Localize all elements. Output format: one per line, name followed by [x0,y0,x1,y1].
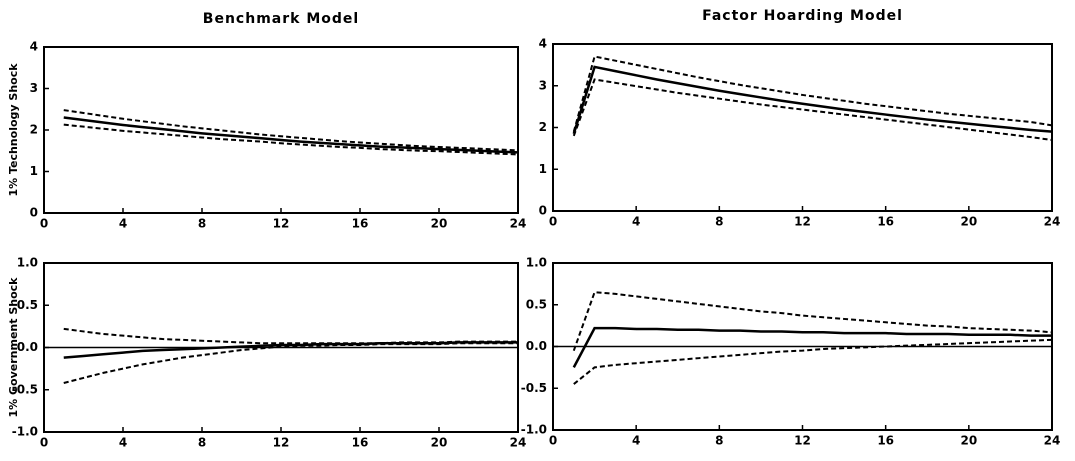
x-tick-label: 4 [119,217,127,231]
x-tick-label: 12 [273,436,290,450]
x-tick-label: 8 [715,434,723,448]
x-tick-label: 12 [794,434,811,448]
y-tick-label: 0 [30,206,38,220]
x-tick-label: 16 [352,436,369,450]
confidence-band-line [572,55,1053,132]
confidence-band-line [63,327,518,345]
y-tick-label: 1.0 [17,256,38,270]
y-tick-label: 1 [30,164,38,178]
confidence-band-line [63,109,519,152]
y-tick-label: 0.0 [17,340,38,354]
x-tick-label: 16 [352,217,369,231]
x-tick-label: 12 [273,217,290,231]
x-tick-label: 0 [549,215,557,229]
x-tick-label: 4 [119,436,127,450]
x-tick-label: 20 [960,215,977,229]
panel-title: Benchmark Model [203,11,359,27]
y-axis-label: 1% Technology Shock [7,63,20,197]
y-tick-label: -0.5 [521,381,547,395]
y-tick-label: 0.5 [17,298,38,312]
y-tick-label: 0 [539,204,547,218]
panel: 1% Government Shock -1.0 -0.5 0.0 0.5 1.0 0 4 8 1… [7,256,526,450]
response-line [63,341,518,359]
x-tick-label: 0 [549,434,557,448]
y-tick-label: 1 [539,162,547,176]
y-tick-label: 4 [30,40,38,54]
y-tick-label: 3 [539,78,547,92]
y-tick-label: 2 [539,120,547,134]
x-tick-label: 24 [1044,434,1061,448]
x-tick-label: 16 [877,215,894,229]
y-tick-label: 2 [30,123,38,137]
x-tick-label: 24 [510,436,527,450]
x-tick-label: 8 [715,215,723,229]
confidence-band-line [63,342,518,384]
panel: -1.0 -0.5 0.0 0.5 1.0 0 4 8 12 16 20 24 [521,256,1061,448]
x-tick-label: 16 [877,434,894,448]
x-tick-label: 0 [40,436,48,450]
y-tick-label: -1.0 [521,423,547,437]
response-line [63,116,519,154]
x-tick-label: 12 [794,215,811,229]
x-tick-label: 20 [960,434,977,448]
x-tick-label: 4 [632,434,640,448]
plot-frame [552,43,1053,212]
y-tick-label: 3 [30,81,38,95]
x-tick-label: 8 [198,436,206,450]
x-tick-label: 20 [431,217,448,231]
y-tick-label: 0.5 [526,297,547,311]
y-tick-label: -0.5 [12,382,38,396]
y-tick-label: -1.0 [12,425,38,439]
response-line [572,326,1052,368]
panel-title: Factor Hoarding Model [702,8,903,24]
confidence-band-line [572,78,1053,142]
x-tick-label: 0 [40,217,48,231]
y-axis-label: 1% Government Shock [7,277,20,418]
x-tick-label: 20 [431,436,448,450]
x-tick-label: 4 [632,215,640,229]
y-tick-label: 0.0 [526,339,547,353]
x-tick-label: 8 [198,217,206,231]
confidence-band-line [63,123,519,156]
x-tick-label: 24 [1044,215,1061,229]
y-tick-label: 1.0 [526,256,547,270]
confidence-band-line [572,291,1053,352]
y-tick-label: 4 [539,37,547,51]
response-line [572,65,1053,135]
x-tick-label: 24 [510,217,527,231]
